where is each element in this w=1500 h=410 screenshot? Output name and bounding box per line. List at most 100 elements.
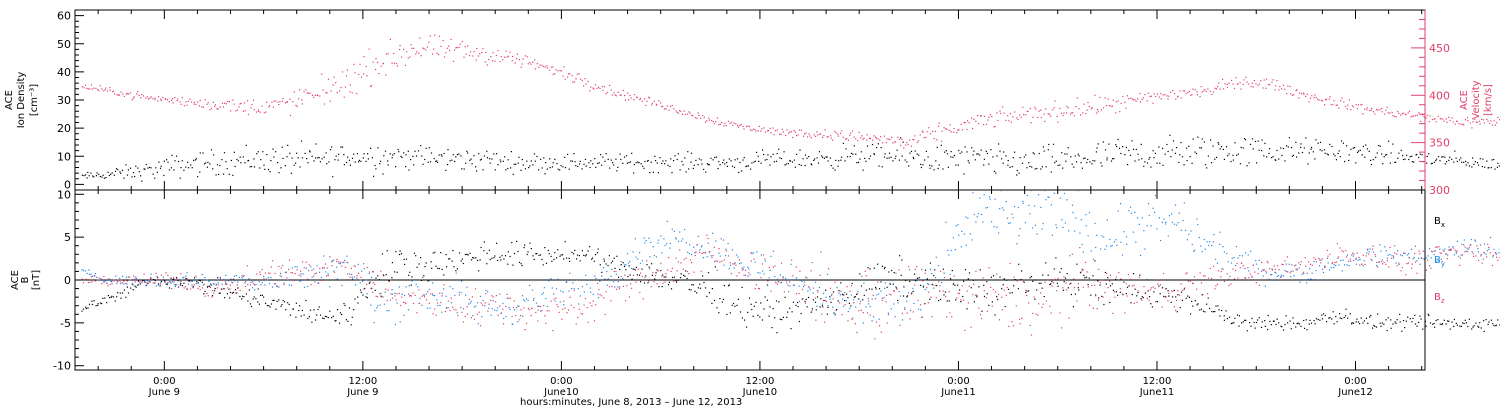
top-velocity-point (524, 55, 526, 57)
bottom-bx-point (1295, 326, 1297, 328)
bottom-bx-point (819, 306, 821, 308)
top-ion-density-point (239, 156, 241, 158)
top-velocity-point (393, 52, 395, 55)
top-velocity-point (823, 135, 825, 137)
top-ion-density-point (486, 150, 488, 152)
bottom-bx-point (694, 290, 696, 292)
top-ion-density-point (912, 156, 914, 158)
top-velocity-point (429, 35, 431, 37)
bottom-bx-point (1392, 323, 1394, 325)
bottom-by-point (517, 321, 519, 323)
bottom-by-point (525, 298, 528, 300)
top-velocity-point (895, 141, 897, 143)
bottom-by-point (1445, 253, 1447, 255)
top-velocity-point (1429, 115, 1431, 117)
bottom-by-point (1235, 246, 1237, 248)
top-ion-density-point (775, 160, 778, 162)
top-ion-density-point (422, 163, 424, 165)
bottom-by-point (1326, 257, 1329, 259)
top-velocity-point (104, 89, 106, 91)
bottom-bx-point (906, 296, 908, 298)
bottom-by-point (1293, 275, 1295, 277)
bottom-by-point (945, 221, 947, 223)
top-ion-density-point (461, 168, 463, 170)
top-velocity-point (506, 56, 508, 58)
bottom-by-point (822, 292, 825, 294)
bottom-bx-point (838, 290, 840, 292)
bottom-bx-point (1132, 273, 1135, 275)
bottom-bx-point (1134, 288, 1136, 290)
bottom-by-point (1495, 253, 1498, 255)
top-velocity-point (1413, 115, 1415, 117)
bottom-by-point (325, 271, 327, 273)
top-ion-density-point (1370, 159, 1372, 161)
bottom-by-point (1483, 243, 1486, 245)
bottom-by-point (1079, 232, 1081, 234)
bottom-bx-point (503, 258, 505, 260)
top-velocity-point (694, 117, 696, 119)
bottom-by-point (1019, 228, 1021, 230)
top-ion-density-point (219, 164, 221, 167)
top-ion-density-point (667, 164, 669, 166)
top-velocity-point (1214, 87, 1216, 89)
top-velocity-point (1095, 112, 1098, 114)
top-velocity-point (1350, 109, 1352, 111)
top-ion-density-point (1261, 139, 1263, 141)
top-ion-density-point (1465, 160, 1467, 162)
top-ion-density-point (420, 145, 422, 147)
top-ion-density-point (497, 164, 499, 166)
top-ion-density-point (983, 164, 985, 166)
top-ion-density-point (1002, 162, 1004, 164)
top-velocity-point (1298, 97, 1300, 99)
top-velocity-point (1014, 111, 1016, 113)
bottom-bx-point (1211, 311, 1213, 313)
bottom-bx-point (1435, 319, 1437, 322)
bottom-bx-point (660, 270, 662, 272)
top-velocity-point (980, 115, 982, 117)
top-ion-density-point (1100, 162, 1102, 164)
top-velocity-point (552, 66, 554, 68)
top-ion-density-point (1178, 161, 1180, 163)
top-ion-density-point (776, 153, 778, 155)
top-ion-density-point (1045, 166, 1047, 168)
bottom-bx-point (138, 280, 140, 282)
top-ion-density-point (526, 160, 528, 162)
bottom-bx-point (512, 264, 514, 266)
bottom-bx-point (1003, 278, 1005, 280)
top-ion-density-point (760, 162, 762, 164)
top-velocity-point (653, 100, 655, 102)
top-ion-density-point (424, 158, 426, 161)
top-velocity-point (922, 131, 924, 133)
bottom-bx-point (516, 240, 518, 242)
bottom-by-point (614, 286, 616, 288)
top-velocity-point (416, 51, 418, 53)
top-velocity-point (903, 147, 905, 149)
bottom-by-point (1287, 271, 1289, 273)
bottom-by-point (678, 240, 680, 242)
top-ion-density-point (677, 153, 679, 155)
bottom-by-point (789, 285, 791, 287)
top-velocity-point (615, 95, 617, 97)
top-velocity-point (872, 139, 874, 141)
top-velocity-point (950, 131, 952, 133)
top-ion-density-point (1446, 161, 1448, 163)
top-velocity-point (810, 137, 812, 139)
bottom-by-point (122, 275, 124, 277)
bottom-by-point (485, 289, 487, 291)
bottom-by-point (373, 322, 375, 324)
top-ion-density-point (656, 162, 658, 164)
bottom-bx-point (226, 293, 228, 295)
bottom-bx-point (236, 292, 238, 294)
top-ion-density-point (1353, 147, 1356, 149)
top-velocity-point (450, 38, 452, 40)
top-velocity-point (666, 105, 668, 107)
bottom-bx-point (750, 303, 752, 305)
top-ion-density-point (377, 147, 379, 149)
top-ion-density-point (280, 167, 282, 169)
top-velocity-point (170, 99, 173, 101)
top-ion-density-point (647, 159, 649, 162)
bottom-bx-point (744, 319, 746, 321)
top-ion-density-point (763, 153, 765, 156)
bottom-by-point (357, 263, 359, 265)
